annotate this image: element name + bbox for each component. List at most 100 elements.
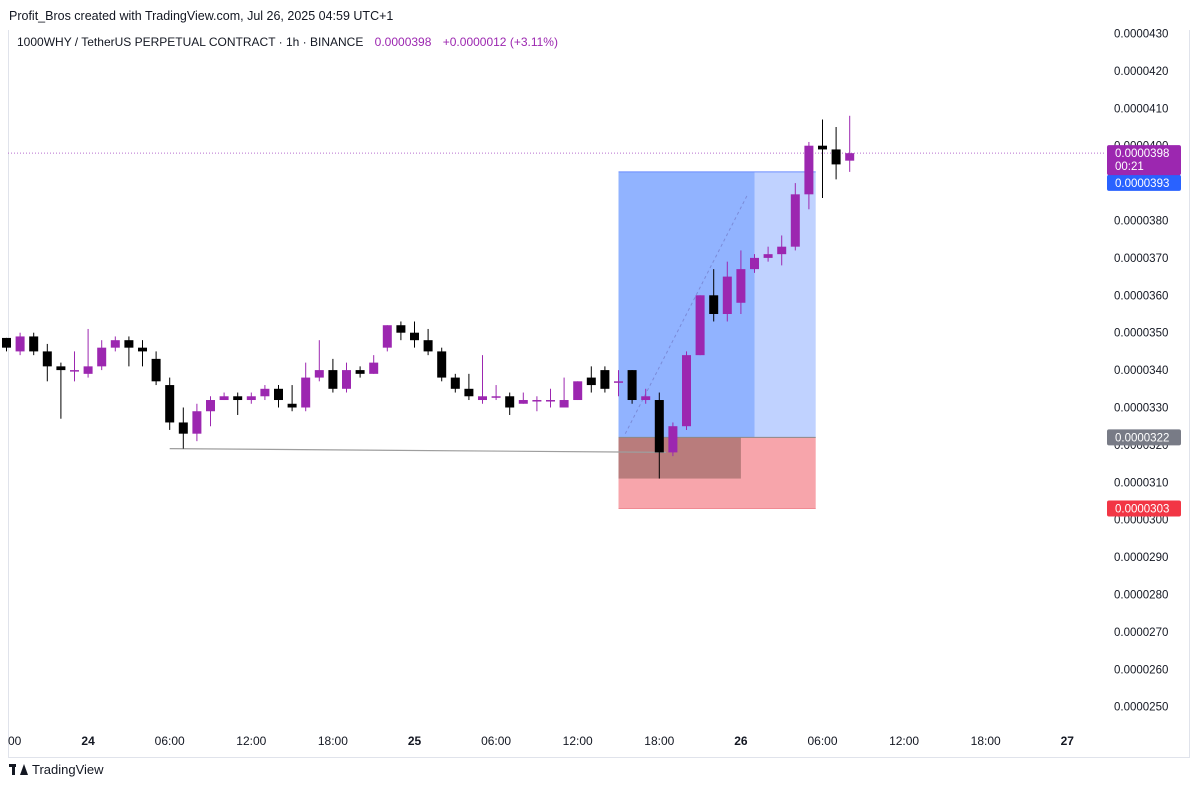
x-axis-tick-label: 12:00	[889, 734, 919, 748]
candle-body	[110, 340, 120, 348]
candle-body	[559, 400, 569, 408]
candle-body	[274, 388, 283, 401]
y-axis-tick-label: 0.0000300	[1114, 515, 1168, 527]
y-axis-tick-label: 0.0000260	[1114, 664, 1168, 676]
y-axis-tick-label: 0.0000250	[1114, 702, 1168, 714]
y-axis-tick-label: 0.0000430	[1114, 29, 1168, 41]
y-axis-tick-label: 0.0000330	[1114, 403, 1168, 415]
candle-body	[845, 153, 855, 161]
candle-body	[695, 295, 705, 356]
candle-body	[790, 194, 800, 247]
target-price-tag-bg	[1107, 174, 1181, 191]
y-axis-tick-label: 0.0000420	[1114, 66, 1168, 78]
target-price-tag: 0.0000393	[1115, 178, 1169, 190]
candle-body	[151, 358, 161, 382]
candle-body	[42, 351, 52, 367]
candle-body	[301, 377, 311, 408]
candle-body	[641, 396, 651, 401]
candle-body	[668, 426, 678, 453]
candle-body	[314, 370, 324, 378]
price-change: +0.0000012 (+3.11%)	[442, 35, 558, 49]
candle-body	[410, 332, 419, 341]
candle-body	[2, 337, 11, 348]
candles-group	[2, 115, 855, 479]
candle-body	[736, 269, 746, 303]
candle-body	[56, 366, 66, 371]
candle-body	[573, 381, 583, 401]
candle-body	[124, 340, 134, 348]
y-axis-tick-label: 0.0000340	[1114, 365, 1168, 377]
entry-price-tag-bg	[1107, 429, 1181, 446]
candle-body	[505, 396, 515, 408]
symbol-title[interactable]: 1000WHY / TetherUS PERPETUAL CONTRACT · …	[17, 35, 364, 49]
y-axis-tick-label: 0.0000290	[1114, 552, 1168, 564]
candle-body	[682, 355, 691, 427]
candle-body	[831, 149, 841, 165]
candle-body	[709, 295, 719, 314]
candle-body	[627, 370, 637, 401]
stop-price-tag-bg	[1107, 500, 1181, 517]
candle-body	[260, 388, 270, 397]
candle-body	[600, 370, 610, 389]
x-axis-tick-label: 25	[408, 734, 422, 748]
y-axis-tick-label: 0.0000410	[1114, 103, 1168, 115]
candle-body	[219, 396, 229, 401]
candle-body	[614, 381, 623, 383]
last-price: 0.0000398	[374, 35, 432, 49]
candle-body	[97, 347, 107, 367]
y-axis-tick-label: 0.0000370	[1114, 253, 1168, 265]
candle-body	[450, 377, 460, 389]
candle-body	[29, 336, 39, 352]
candle-body	[83, 366, 93, 374]
chart-frame	[8, 30, 1190, 758]
y-axis-tick-label: 0.0000350	[1114, 328, 1168, 340]
candle-body	[518, 400, 528, 404]
candle-body	[586, 377, 596, 386]
candle-body	[777, 246, 787, 255]
tradingview-brand[interactable]: TradingView	[9, 762, 104, 777]
candle-body	[192, 411, 202, 434]
candle-body	[382, 325, 392, 348]
y-axis-tick-label: 0.0000360	[1114, 290, 1168, 302]
x-axis-tick-label: 06:00	[807, 734, 837, 748]
candle-body	[355, 370, 365, 374]
candle-body	[804, 145, 814, 195]
profit-zone-pending	[754, 171, 816, 438]
x-axis-tick-label: 12:00	[563, 734, 593, 748]
candle-body	[478, 396, 487, 401]
current-price-tag-bg	[1107, 145, 1181, 176]
candle-body	[750, 257, 759, 270]
candle-body	[464, 388, 474, 397]
y-axis-tick-label: 0.0000380	[1114, 216, 1168, 228]
candle-body	[287, 403, 297, 408]
x-axis-tick-label: 12:00	[236, 734, 266, 748]
candle-body	[532, 400, 542, 402]
candle-body	[437, 351, 447, 378]
x-axis-tick-label: 06:00	[481, 734, 511, 748]
candle-body	[206, 400, 215, 412]
x-axis-tick-label: 00	[8, 734, 22, 748]
symbol-legend[interactable]: 1000WHY / TetherUS PERPETUAL CONTRACT · …	[17, 35, 558, 49]
tradingview-logo-icon	[9, 764, 28, 775]
chart-attribution: Profit_Bros created with TradingView.com…	[9, 9, 394, 23]
x-axis-tick-label: 24	[81, 734, 95, 748]
candle-body	[246, 396, 256, 401]
x-axis-tick-label: 18:00	[644, 734, 674, 748]
candle-body	[138, 347, 147, 352]
candle-body	[396, 325, 406, 333]
current-price-tag: 00:21	[1115, 161, 1144, 173]
y-axis-tick-label: 0.0000310	[1114, 477, 1168, 489]
candle-body	[165, 385, 175, 423]
trend-line	[169, 448, 667, 453]
current-price-tag: 0.0000398	[1115, 148, 1169, 160]
candle-body	[233, 396, 243, 401]
x-axis-tick-label: 26	[734, 734, 748, 748]
candle-body	[70, 370, 79, 372]
candle-body	[369, 362, 379, 374]
candle-body	[15, 336, 25, 352]
stop-price-tag: 0.0000303	[1115, 503, 1169, 515]
loss-zone-realized	[618, 437, 741, 479]
candle-body	[722, 276, 732, 314]
y-axis-tick-label: 0.0000270	[1114, 627, 1168, 639]
